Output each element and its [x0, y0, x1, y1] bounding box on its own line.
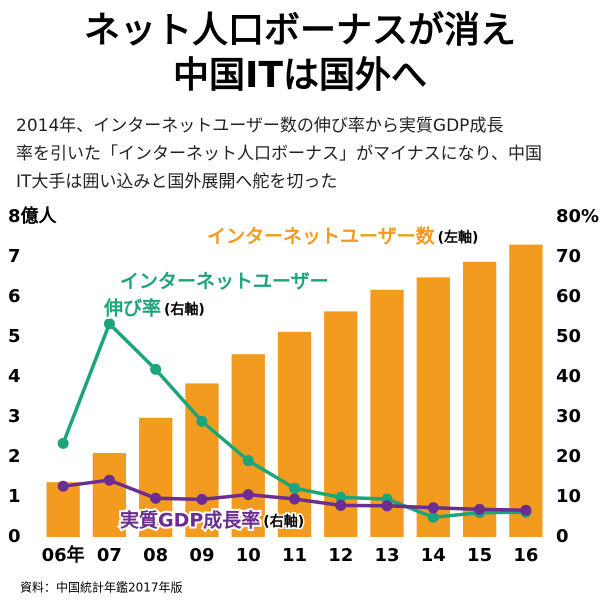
line-marker	[103, 318, 115, 330]
subtitle-line: 2014年、インターネットユーザー数の伸び率から実質GDP成長	[16, 116, 503, 136]
y2-tick-label: 50	[556, 326, 581, 347]
line-marker	[381, 500, 393, 512]
line-marker	[520, 504, 532, 516]
axis-note: (右軸)	[164, 301, 205, 318]
bar	[462, 261, 497, 537]
series-label: インターネットユーザー	[120, 271, 329, 293]
x-tick-label: 15	[467, 545, 492, 566]
bar	[416, 277, 450, 537]
title-line: 中国ITは国外へ	[173, 55, 427, 96]
y2-tick-label: 10	[556, 486, 581, 507]
line-marker	[427, 511, 439, 523]
bar	[231, 354, 265, 537]
y-tick-label: 0	[8, 526, 21, 547]
subtitle-line: IT大手は囲い込みと国外展開へ舵を切った	[16, 172, 337, 192]
x-tick-label: 09	[189, 545, 214, 566]
bar	[277, 331, 312, 537]
line-marker	[335, 491, 347, 503]
line-marker	[150, 492, 162, 504]
y-tick-label: 8億人	[8, 205, 58, 227]
line-marker	[103, 474, 115, 486]
x-tick-label: 16	[513, 545, 538, 566]
y2-tick-label: 60	[556, 286, 581, 307]
x-tick-label: 14	[421, 545, 446, 566]
line-marker	[427, 502, 439, 514]
x-tick-label: 12	[328, 545, 353, 566]
y2-tick-label: 30	[556, 406, 581, 427]
series-label: 伸び率	[103, 297, 161, 320]
source: 資料：中国統計年鑑2017年版	[20, 580, 183, 595]
line-marker	[289, 493, 300, 505]
x-tick-label: 13	[375, 545, 400, 566]
line-marker	[335, 499, 347, 511]
y2-tick-label: 20	[556, 446, 581, 467]
y-tick-label: 7	[8, 246, 21, 267]
y-tick-label: 5	[8, 326, 21, 347]
x-tick-label: 07	[97, 545, 122, 566]
axis-note: (右軸)	[263, 513, 304, 530]
line-marker	[196, 415, 208, 427]
y-tick-label: 4	[8, 366, 21, 387]
axis-note: (左軸)	[438, 229, 479, 246]
series-label: 実質GDP成長率	[120, 509, 260, 532]
x-tick-label: 11	[282, 545, 307, 566]
line-marker	[289, 482, 300, 494]
line-marker	[150, 363, 162, 375]
line-marker	[57, 480, 69, 492]
bar	[92, 453, 127, 537]
line-marker	[57, 437, 69, 449]
subtitle-line: 率を引いた「インターネット人口ボーナス」がマイナスになり、中国	[16, 144, 542, 164]
series-label: インターネットユーザー数	[207, 225, 436, 248]
y-tick-label: 2	[8, 446, 21, 467]
x-tick-label: 10	[236, 545, 261, 566]
y-tick-label: 1	[8, 486, 21, 507]
line-marker	[242, 455, 254, 467]
y2-tick-label: 0	[556, 526, 569, 547]
title-line: ネット人口ボーナスが消え	[84, 10, 516, 51]
y2-tick-label: 70	[556, 246, 581, 267]
line-marker	[242, 489, 254, 501]
y2-tick-label: 40	[556, 366, 581, 387]
line-marker	[474, 503, 486, 515]
line-marker	[196, 493, 208, 505]
bar	[139, 417, 173, 537]
bar	[509, 244, 543, 537]
y-tick-label: 6	[8, 286, 21, 307]
x-tick-label: 08	[143, 545, 168, 566]
x-tick-label: 06年	[42, 544, 85, 566]
y-tick-label: 3	[8, 406, 21, 427]
y2-tick-label: 80%	[556, 206, 599, 227]
